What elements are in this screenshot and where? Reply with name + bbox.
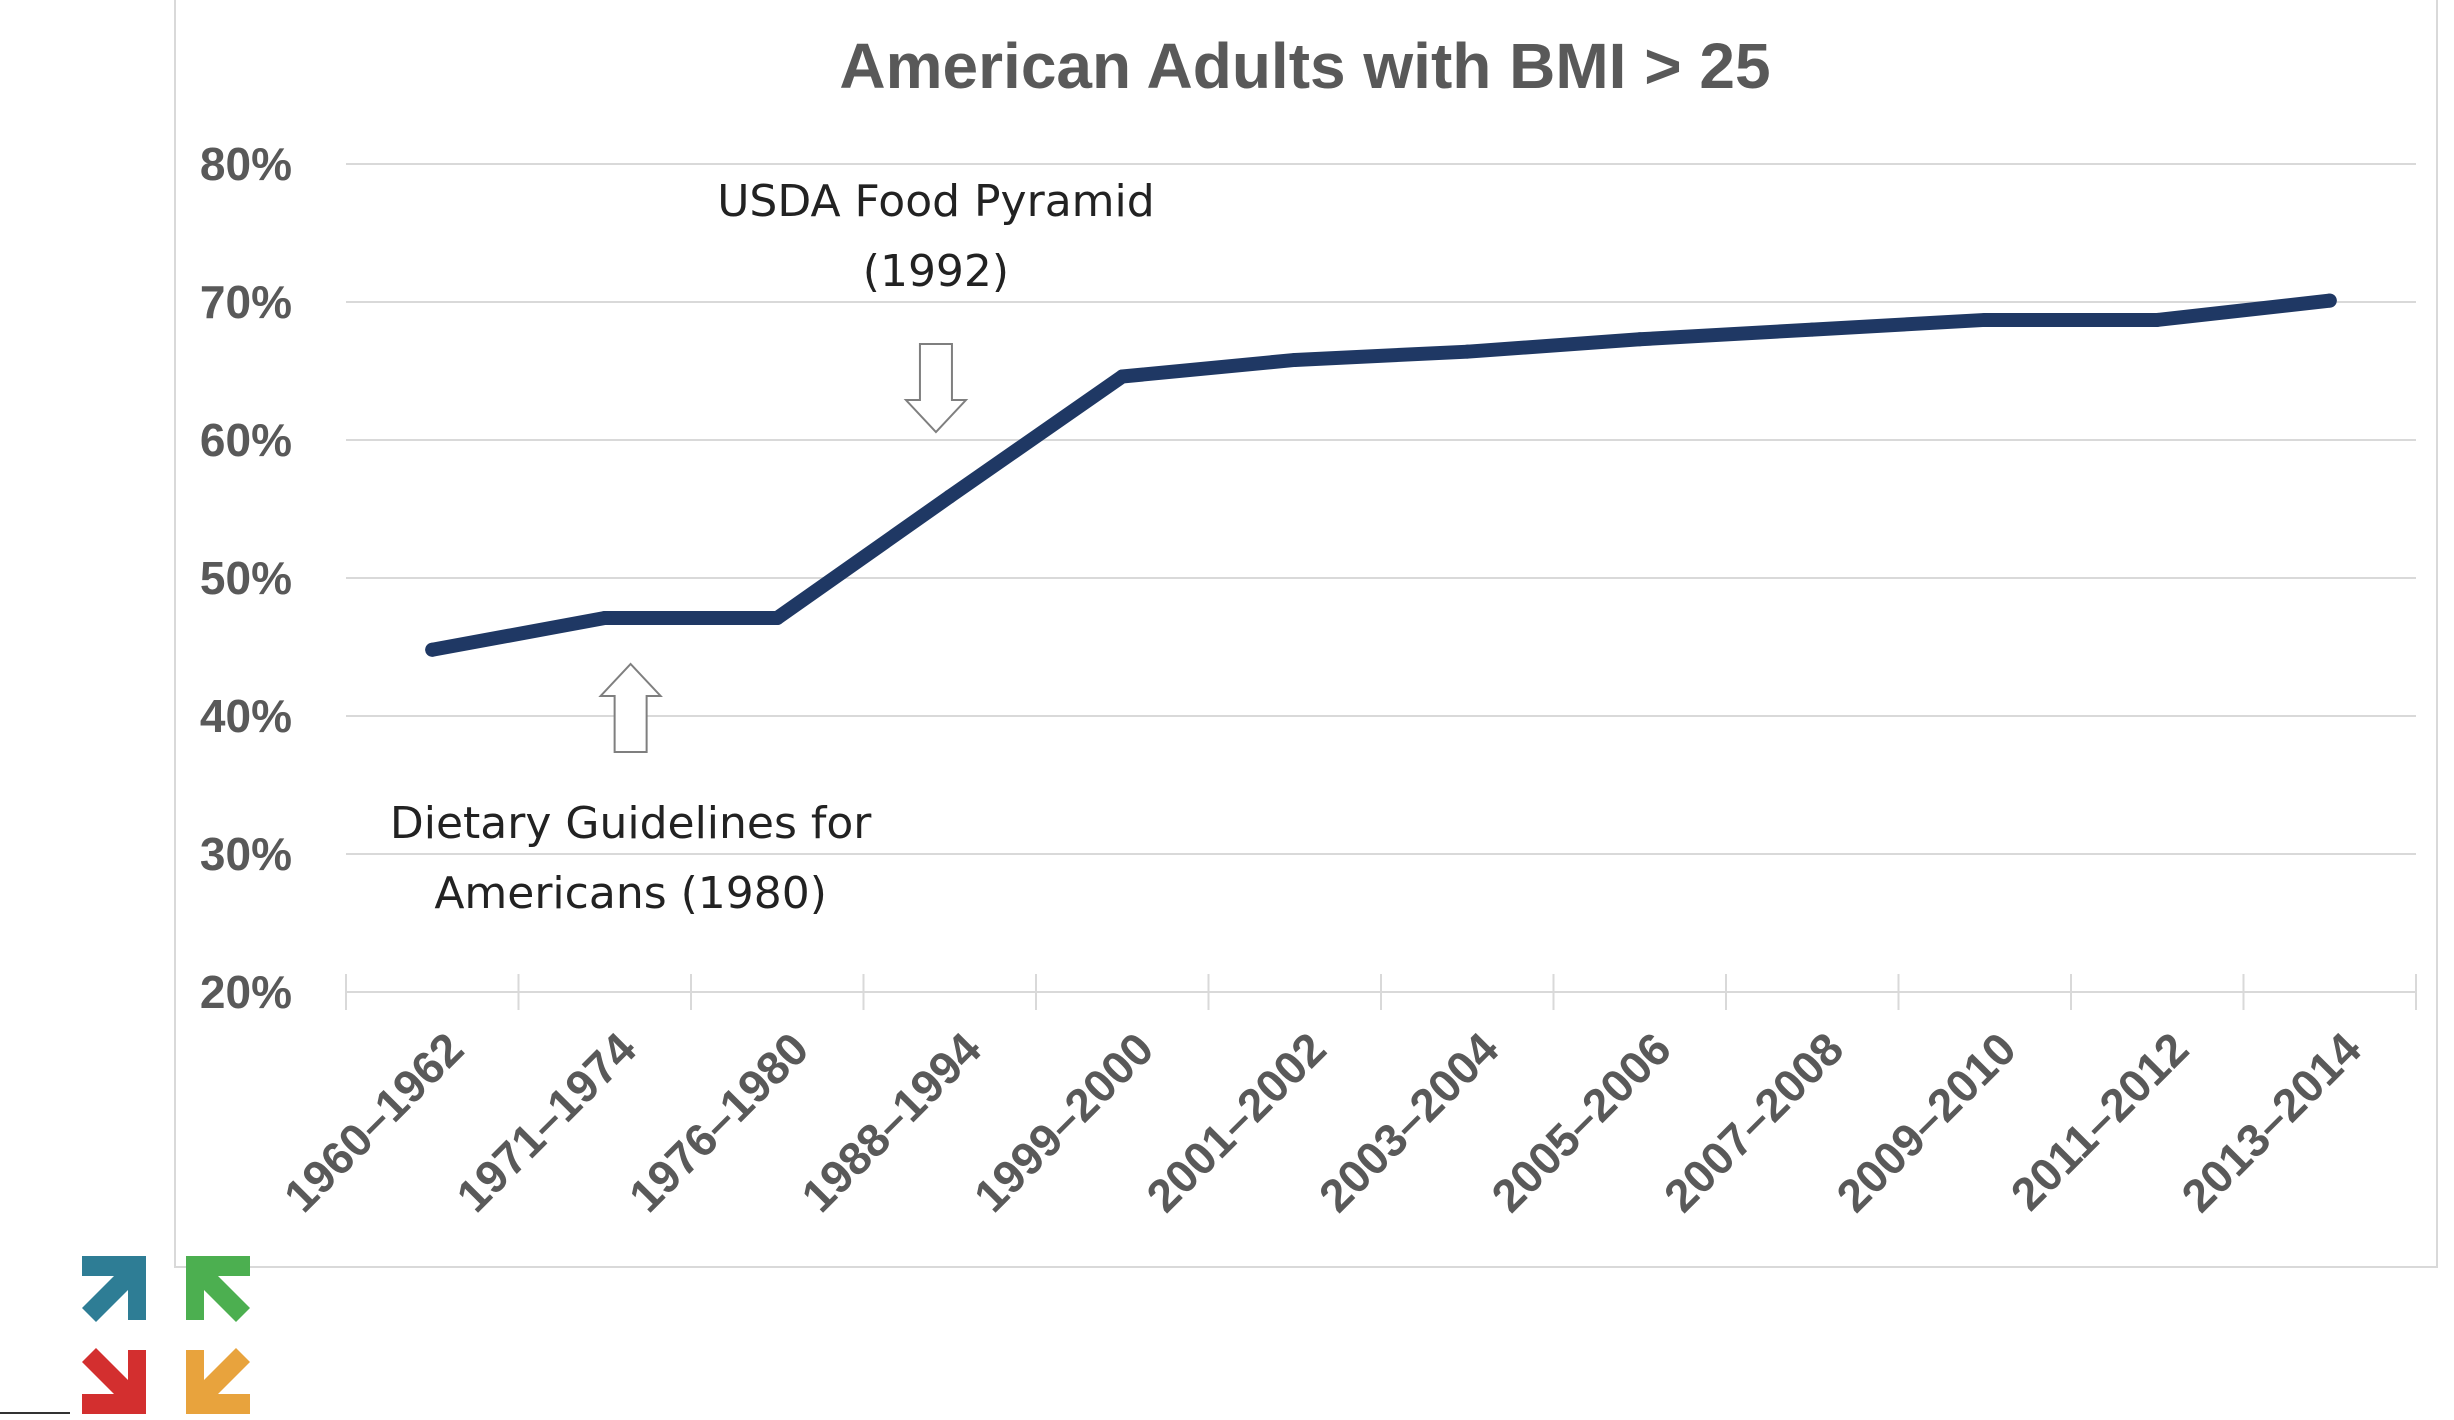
y-tick-label: 30% <box>200 828 292 880</box>
data-point <box>1460 344 1475 359</box>
x-tick-label: 1960–1962 <box>274 1022 474 1222</box>
data-point <box>425 642 440 657</box>
x-tick-label: 2005–2006 <box>1481 1022 1681 1222</box>
y-tick-label: 60% <box>200 414 292 466</box>
arrow-up-icon <box>598 662 663 753</box>
x-tick-label: 2003–2004 <box>1309 1022 1509 1222</box>
x-tick-label: 1971–1974 <box>446 1022 646 1222</box>
y-tick-label: 70% <box>200 276 292 328</box>
y-tick-label: 40% <box>200 690 292 742</box>
chart-title: American Adults with BMI > 25 <box>839 30 1770 102</box>
data-point <box>1977 312 1992 327</box>
y-tick-label: 80% <box>200 138 292 190</box>
data-point <box>1805 322 1820 337</box>
x-tick-label: 1988–1994 <box>791 1022 991 1222</box>
logo-arrow-icon <box>186 1348 250 1414</box>
data-point <box>942 489 957 504</box>
x-axis: 1960–19621971–19741976–19801988–19941999… <box>274 974 2417 1222</box>
logo <box>82 1256 250 1414</box>
series-group <box>425 293 2337 657</box>
x-tick-label: 2009–2010 <box>1826 1022 2026 1222</box>
x-tick-label: 2013–2014 <box>2171 1022 2371 1222</box>
y-tick-label: 20% <box>200 966 292 1018</box>
logo-arrow-icon <box>82 1348 146 1414</box>
annotation-text: USDA Food Pyramid <box>717 176 1154 227</box>
logo-mark <box>82 1256 250 1414</box>
x-tick-label: 2001–2002 <box>1136 1022 1336 1222</box>
data-point <box>597 611 612 626</box>
corner-mark <box>0 1412 70 1414</box>
data-point <box>1632 332 1647 347</box>
x-tick-label: 2011–2012 <box>2001 1022 2199 1220</box>
data-point <box>770 611 785 626</box>
chart-frame <box>174 0 2438 1268</box>
annotations: USDA Food Pyramid (1992) Dietary Guideline… <box>390 176 1155 919</box>
data-point <box>1115 369 1130 384</box>
logo-arrow-icon <box>186 1256 250 1322</box>
arrow-down-icon <box>903 343 969 434</box>
data-point <box>1287 352 1302 367</box>
y-axis: 80% 70% 60% 50% 40% 30% 20% <box>200 138 292 1018</box>
x-tick-label: 1999–2000 <box>964 1022 1164 1222</box>
x-tick-label: 1976–1980 <box>619 1022 819 1222</box>
annotation-text: Americans (1980) <box>434 868 827 919</box>
logo-arrow-icon <box>82 1256 146 1322</box>
data-point <box>2322 293 2337 308</box>
annotation-text: Dietary Guidelines for <box>390 798 872 849</box>
y-tick-label: 50% <box>200 552 292 604</box>
x-tick-label: 2007–2008 <box>1654 1022 1854 1222</box>
annotation-text: (1992) <box>863 246 1009 297</box>
gridlines <box>346 163 2416 855</box>
data-point <box>2150 312 2165 327</box>
series-line <box>425 293 2337 657</box>
